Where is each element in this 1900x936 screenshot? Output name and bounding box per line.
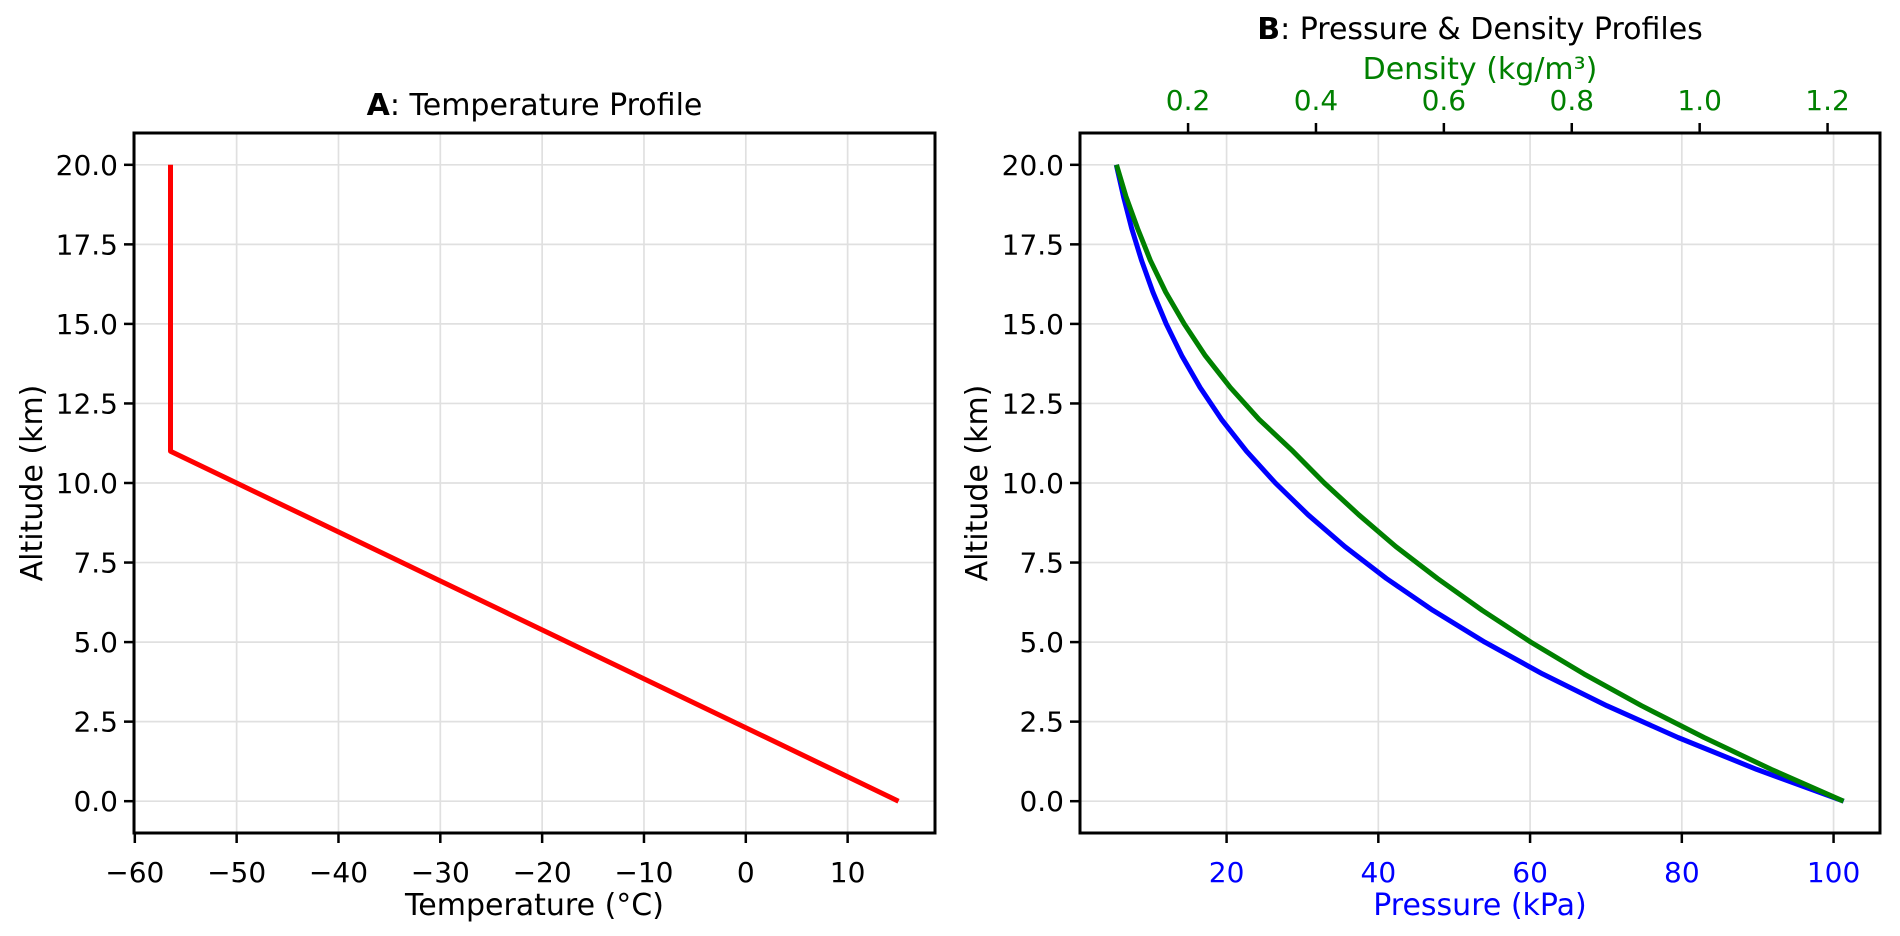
panel-a-title-prefix: A (366, 88, 390, 123)
top-x-tick-label: 1.0 (1677, 84, 1722, 117)
x-tick-label: −20 (513, 856, 572, 889)
y-tick-label: 17.5 (1002, 228, 1064, 261)
panel-a-yaxis-label: Altitude (km) (15, 384, 50, 582)
top-x-tick-label: 0.6 (1422, 84, 1467, 117)
panel-b-title: B: Pressure & Density Profiles (1080, 13, 1880, 47)
y-tick-label: 7.5 (73, 547, 118, 580)
x-tick-label: −40 (309, 856, 368, 889)
panel-a-title-text: : Temperature Profile (389, 88, 703, 123)
y-tick-label: 5.0 (1019, 626, 1064, 659)
x-tick-label: 20 (1209, 856, 1245, 889)
panel-b-title-text: : Pressure & Density Profiles (1280, 12, 1703, 47)
x-tick-label: 40 (1361, 856, 1397, 889)
y-tick-label: 10.0 (1002, 467, 1064, 500)
y-tick-label: 2.5 (1019, 706, 1064, 739)
panel-b-yaxis-label: Altitude (km) (960, 384, 995, 582)
y-tick-label: 17.5 (56, 228, 118, 261)
top-x-tick-label: 1.2 (1805, 84, 1850, 117)
x-tick-label: 60 (1512, 856, 1548, 889)
y-tick-label: 0.0 (1019, 785, 1064, 818)
panel-b-top-xaxis-label: Density (kg/m³) (1362, 52, 1598, 87)
top-x-tick-label: 0.2 (1166, 84, 1211, 117)
y-tick-label: 10.0 (56, 467, 118, 500)
plot-panel-a: −60 −50 −40 −30 −20 −10 0 10 0.0 2.5 5.0 7.5 10.0 12.… (56, 131, 937, 889)
x-tick-label: 100 (1807, 856, 1860, 889)
y-tick-label: 20.0 (56, 149, 118, 182)
x-tick-label: 80 (1664, 856, 1700, 889)
y-tick-label: 7.5 (1019, 547, 1064, 580)
panel-b-bottom-xaxis-label: Pressure (kPa) (1373, 888, 1587, 923)
y-tick-label: 12.5 (56, 387, 118, 420)
density-line (1114, 164, 1845, 804)
y-tick-label: 15.0 (56, 308, 118, 341)
x-tick-label: −60 (105, 856, 164, 889)
x-tick-label: 0 (737, 856, 755, 889)
y-tick-label: 12.5 (1002, 387, 1064, 420)
x-tick-label: 10 (830, 856, 866, 889)
y-tick-label: 2.5 (73, 706, 118, 739)
panel-a-xaxis-label: Temperature (°C) (405, 888, 664, 923)
x-tick-label: −50 (207, 856, 266, 889)
temperature-line (168, 164, 900, 804)
x-tick-label: −30 (411, 856, 470, 889)
pressure-line (1113, 164, 1845, 804)
y-tick-label: 15.0 (1002, 308, 1064, 341)
top-x-tick-label: 0.8 (1550, 84, 1595, 117)
panel-b-title-prefix: B (1257, 12, 1281, 47)
x-tick-label: −10 (614, 856, 673, 889)
panel-a-title: A: Temperature Profile (134, 89, 935, 123)
y-tick-label: 0.0 (73, 785, 118, 818)
plot-panel-b: 20 40 60 80 100 0.2 0.4 0.6 0.8 1.0 1.2 0.0 2.5 5.0 7.… (1002, 84, 1882, 889)
top-x-tick-label: 0.4 (1294, 84, 1339, 117)
y-tick-label: 20.0 (1002, 149, 1064, 182)
y-tick-label: 5.0 (73, 626, 118, 659)
